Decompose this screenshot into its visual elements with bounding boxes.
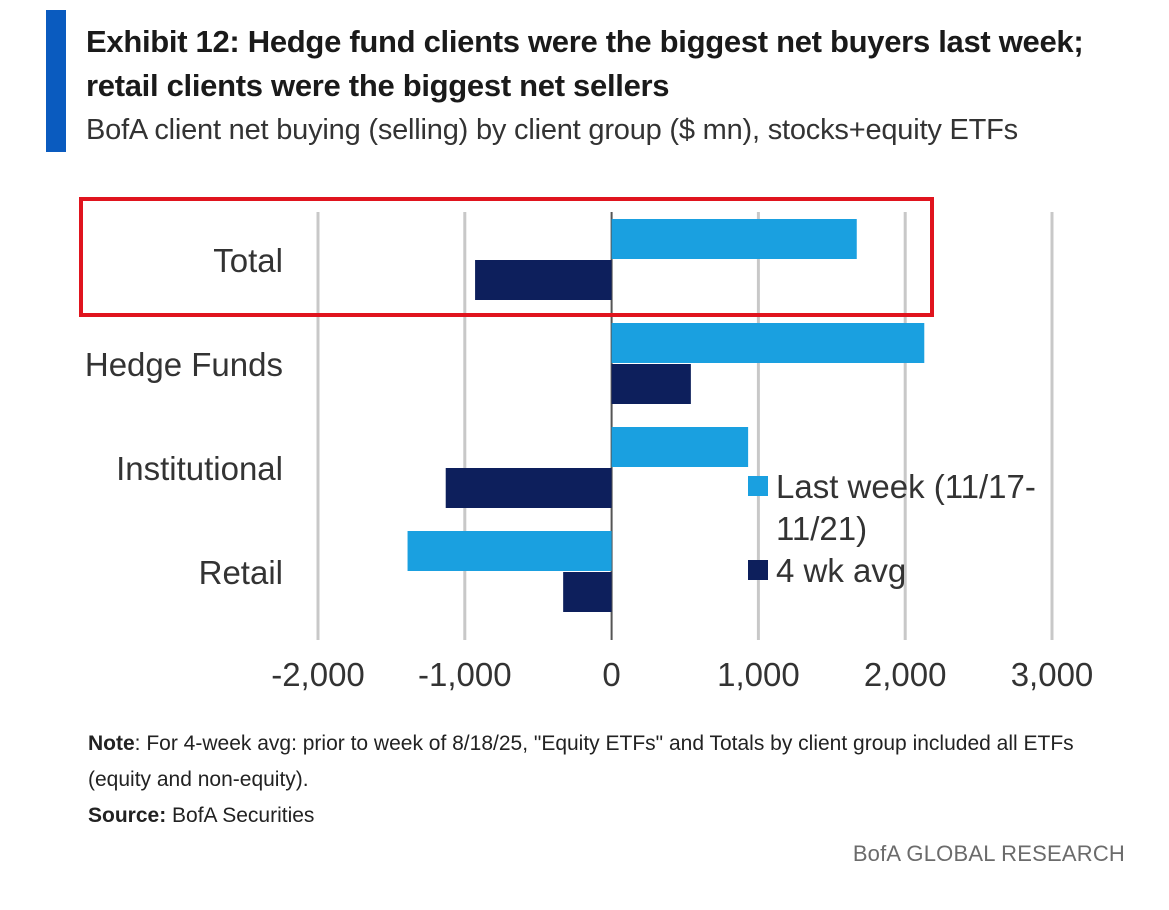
x-tick-label: 2,000 <box>864 656 947 693</box>
grid-layer <box>316 212 1054 640</box>
bar-last-week <box>407 531 612 571</box>
category-label: Retail <box>199 554 283 591</box>
note-label: Note <box>88 732 135 755</box>
bar-last-week <box>611 323 925 363</box>
category-label: Institutional <box>116 450 283 487</box>
chart-title-line-1: Exhibit 12: Hedge fund clients were the … <box>86 24 1084 59</box>
chart-title-line-2: retail clients were the biggest net sell… <box>86 68 670 103</box>
legend-label: 4 wk avg <box>776 552 906 589</box>
bars-layer <box>407 219 925 612</box>
x-tick-label: -1,000 <box>418 656 512 693</box>
source-label: Source: <box>88 804 167 827</box>
legend-swatch-last-week <box>748 476 768 496</box>
branding-label: BofA GLOBAL RESEARCH <box>852 841 1125 866</box>
chart-title: Exhibit 12: Hedge fund clients were the … <box>86 20 1146 108</box>
bar-4wk-avg <box>563 572 612 612</box>
note-text: : For 4-week avg: prior to week of 8/18/… <box>88 732 1074 791</box>
labels-layer: -2,000 -1,000 0 1,000 2,000 3,000 Total Hedge F… <box>85 242 1093 693</box>
category-label: Hedge Funds <box>85 346 283 383</box>
legend-label: Last week (11/17- <box>776 468 1036 505</box>
bar-4wk-avg <box>445 468 612 508</box>
legend: Last week (11/17- 11/21) 4 wk avg <box>748 468 1036 589</box>
legend-label: 11/21) <box>776 510 867 547</box>
legend-swatch-4wk-avg <box>748 560 768 580</box>
category-label: Total <box>213 242 283 279</box>
x-tick-label: 1,000 <box>717 656 800 693</box>
x-tick-label: -2,000 <box>271 656 365 693</box>
bar-last-week <box>611 219 857 259</box>
source-line: Source: BofA Securities <box>88 798 314 834</box>
bar-last-week <box>611 427 749 467</box>
bar-4wk-avg <box>611 364 691 404</box>
source-text: BofA Securities <box>166 804 315 827</box>
bar-4wk-avg <box>475 260 612 300</box>
highlight-layer <box>79 197 934 317</box>
highlight-box <box>79 197 934 317</box>
chart-subtitle: BofA client net buying (selling) by clie… <box>86 114 1018 146</box>
x-tick-label: 0 <box>602 656 620 693</box>
accent-bar <box>46 10 66 152</box>
x-tick-label: 3,000 <box>1011 656 1094 693</box>
footnote: Note: For 4-week avg: prior to week of 8… <box>88 726 1128 798</box>
